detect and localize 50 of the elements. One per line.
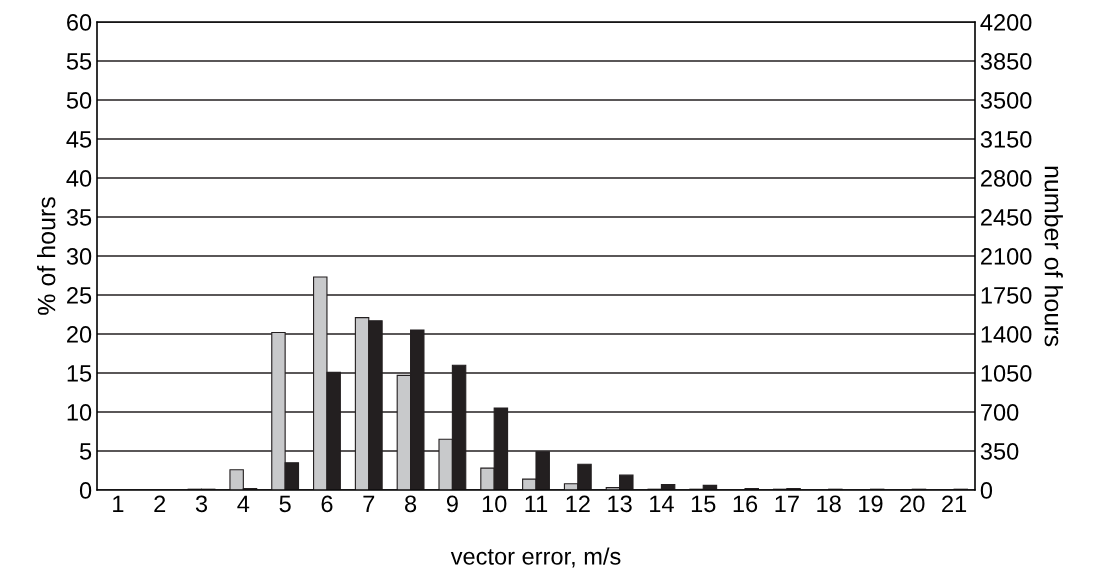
y-tick-label: 50: [66, 92, 92, 109]
y2-tick-label: 2450: [981, 209, 1032, 226]
x-tick-label: 1: [113, 495, 124, 512]
y-tick-label: 35: [66, 209, 92, 226]
x-tick-label: 19: [859, 495, 883, 513]
y-tick-label: 45: [66, 131, 92, 148]
y2-tick-label: 3850: [980, 53, 1032, 70]
y-tick-label: 10: [67, 404, 92, 421]
y2-tick-label: 3500: [980, 92, 1032, 109]
x-tick-label: 12: [566, 495, 590, 512]
x-tick-label: 21: [942, 495, 967, 512]
x-tick-label: 10: [482, 495, 507, 513]
x-axis-title: vector error, m/s: [450, 547, 621, 568]
x-tick-label: 9: [446, 495, 458, 513]
x-tick-label: 2: [154, 495, 166, 512]
x-tick-label: 8: [405, 495, 417, 513]
y2-tick-label: 4200: [980, 14, 1032, 31]
y-tick-label: 5: [79, 443, 92, 460]
y-tick-label: 60: [67, 14, 92, 31]
x-tick-label: 7: [363, 495, 375, 512]
y-tick-label: 0: [79, 482, 92, 499]
y2-tick-label: 1400: [981, 326, 1032, 343]
y2-tick-label: 700: [981, 404, 1019, 421]
x-tick-label: 16: [733, 495, 758, 513]
x-tick-label: 14: [650, 495, 674, 512]
x-tick-label: 11: [525, 495, 548, 512]
y-tick-label: 55: [66, 53, 92, 70]
y2-tick-label: 350: [980, 443, 1019, 460]
y2-axis-title: number of hours: [1044, 166, 1063, 347]
x-tick-label: 5: [279, 495, 291, 513]
x-tick-label: 13: [608, 495, 632, 513]
y2-tick-label: 2800: [981, 170, 1032, 187]
y-axis-title: % of hours: [37, 197, 56, 315]
y2-tick-label: 1050: [981, 365, 1032, 382]
y-tick-label: 40: [66, 170, 92, 187]
x-tick-label: 20: [900, 495, 925, 513]
y2-tick-label: 3150: [980, 131, 1032, 148]
x-tick-label: 4: [237, 495, 250, 512]
y2-tick-label: 1750: [981, 287, 1032, 304]
x-tick-label: 3: [195, 495, 208, 513]
y-tick-label: 30: [66, 248, 92, 265]
y-tick-label: 15: [67, 365, 92, 382]
y2-tick-label: 2100: [981, 248, 1032, 265]
y-tick-label: 25: [67, 287, 92, 304]
y-tick-label: 20: [67, 326, 92, 343]
y2-tick-label: 0: [980, 482, 993, 499]
x-tick-label: 17: [775, 495, 799, 512]
x-tick-label: 18: [817, 495, 841, 513]
x-tick-label: 15: [691, 495, 716, 513]
x-tick-label: 6: [321, 495, 333, 513]
